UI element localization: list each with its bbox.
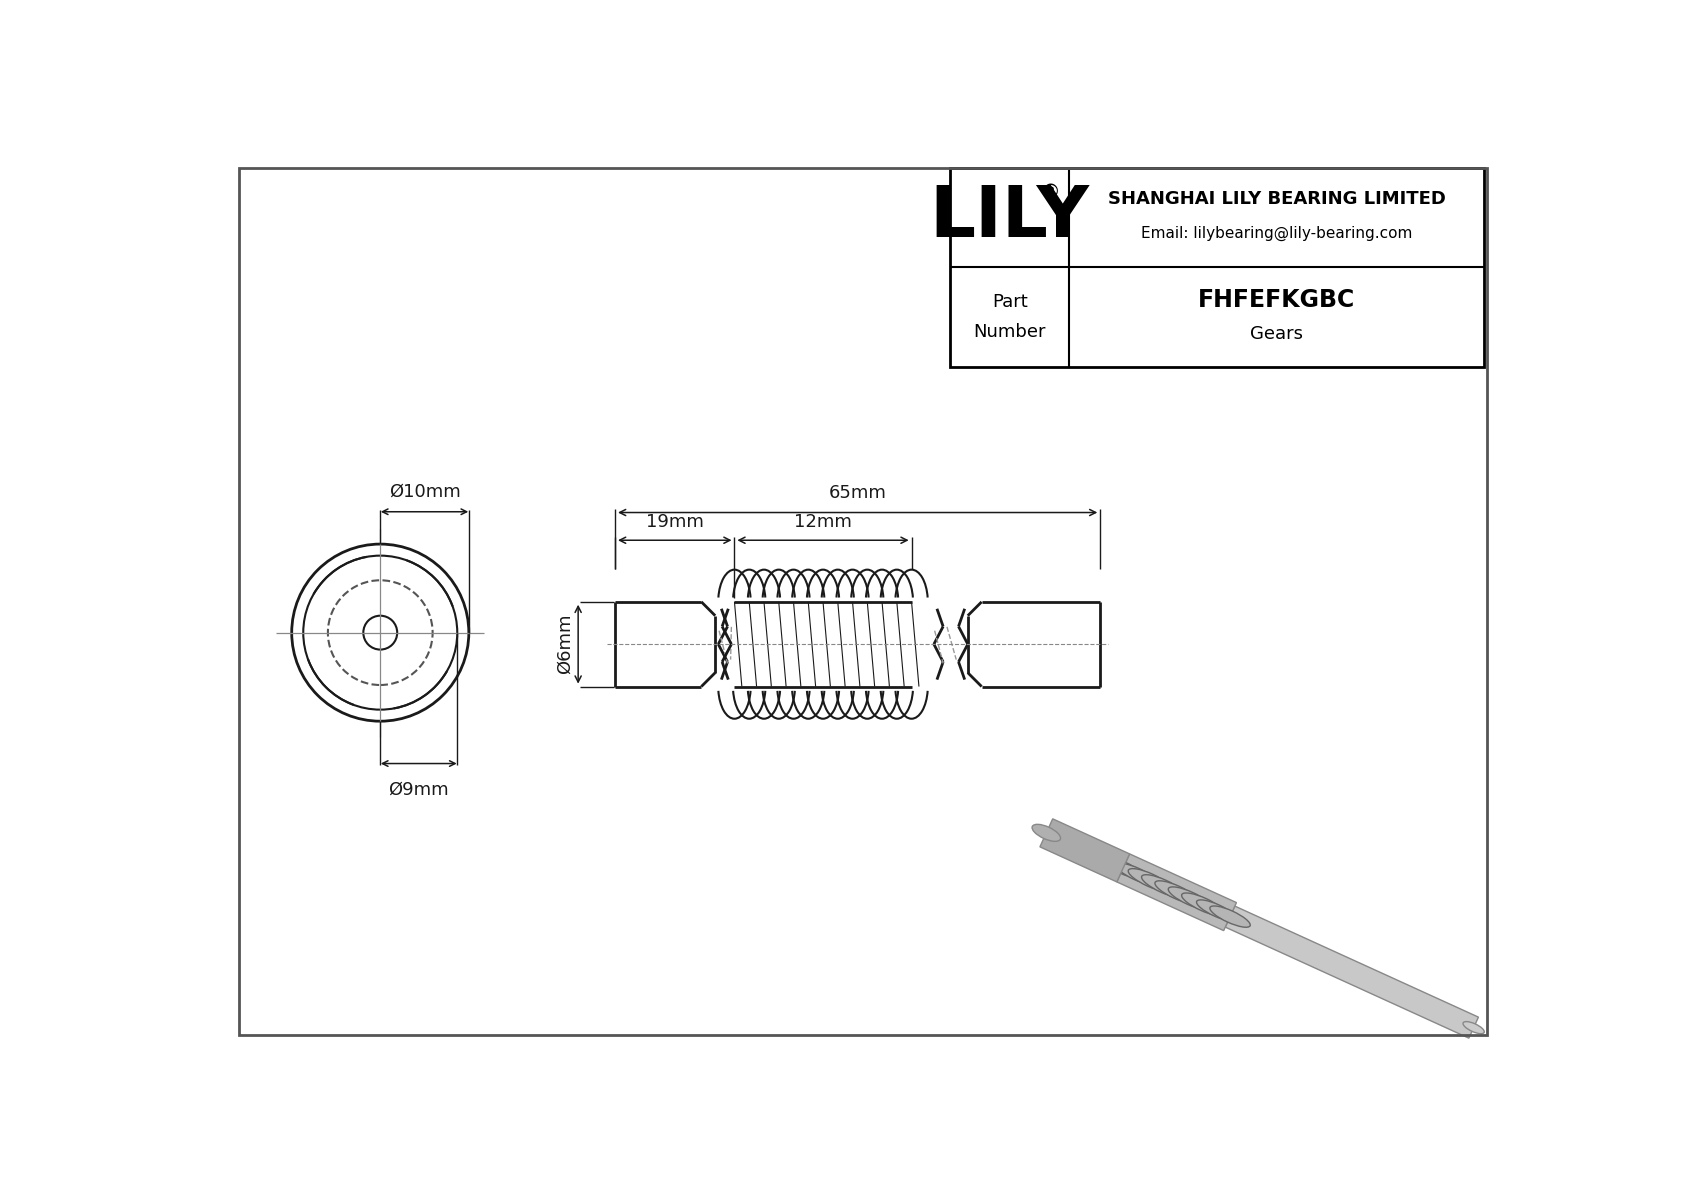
Text: 19mm: 19mm: [647, 513, 704, 531]
Polygon shape: [1116, 854, 1236, 930]
Text: 12mm: 12mm: [795, 513, 852, 531]
Text: Gears: Gears: [1251, 325, 1303, 343]
Ellipse shape: [1155, 881, 1199, 904]
Polygon shape: [1041, 819, 1130, 881]
Text: Ø10mm: Ø10mm: [389, 484, 460, 501]
Ellipse shape: [1209, 906, 1250, 928]
Text: FHFEFKGBC: FHFEFKGBC: [1199, 288, 1356, 312]
Text: Ø9mm: Ø9mm: [389, 780, 450, 798]
Ellipse shape: [1197, 900, 1238, 921]
Text: SHANGHAI LILY BEARING LIMITED: SHANGHAI LILY BEARING LIMITED: [1108, 191, 1447, 208]
Text: LILY: LILY: [930, 183, 1090, 252]
Bar: [950, 168, 1484, 367]
Text: ®: ®: [1041, 183, 1059, 202]
Text: Ø6mm: Ø6mm: [556, 613, 574, 674]
Ellipse shape: [1128, 868, 1172, 892]
Text: Email: lilybearing@lily-bearing.com: Email: lilybearing@lily-bearing.com: [1142, 225, 1413, 241]
Ellipse shape: [1142, 874, 1186, 898]
Ellipse shape: [1182, 893, 1224, 916]
Ellipse shape: [1169, 887, 1212, 910]
Text: Part
Number: Part Number: [973, 293, 1046, 341]
Ellipse shape: [1116, 863, 1157, 885]
Ellipse shape: [1103, 858, 1143, 879]
Ellipse shape: [1463, 1022, 1484, 1034]
Polygon shape: [1226, 906, 1479, 1039]
Text: 65mm: 65mm: [829, 484, 886, 501]
Ellipse shape: [1032, 824, 1061, 841]
